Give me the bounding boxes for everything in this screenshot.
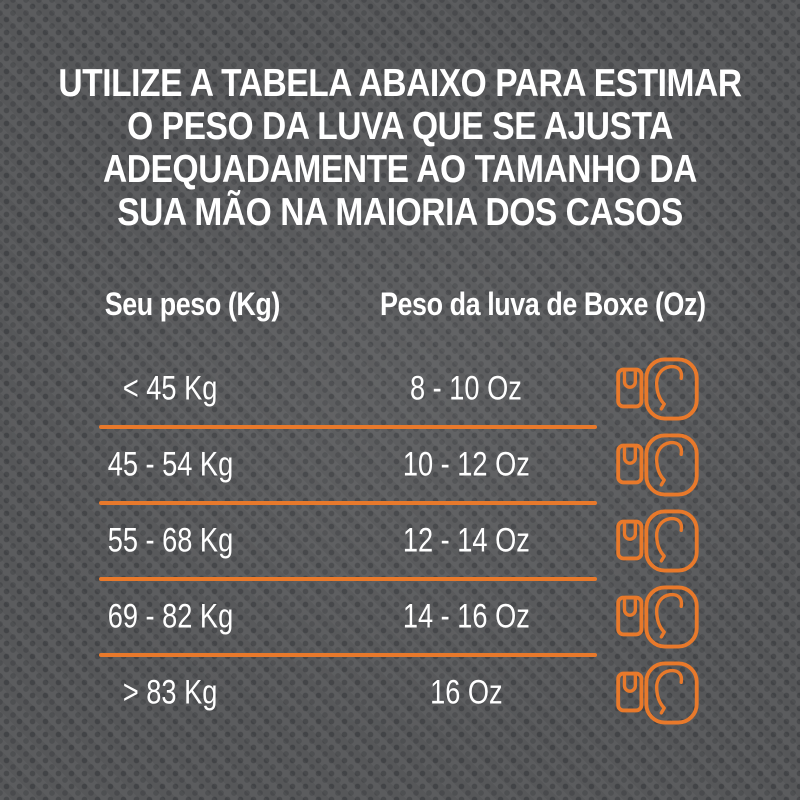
glove-weight-cell: 12 - 14 Oz <box>366 522 566 561</box>
page-title-line: UTILIZE A TABELA ABAIXO PARA ESTIMAR <box>58 62 742 105</box>
page-title-line: SUA MÃO NA MAIORIA DOS CASOS <box>117 191 683 234</box>
column-header-glove-label: Peso da luva de Boxe (Oz) <box>380 286 706 322</box>
weight-value: < 45 Kg <box>122 369 218 408</box>
boxing-glove-icon <box>613 433 699 497</box>
weight-value: 45 - 54 Kg <box>107 445 233 484</box>
column-header-weight-label: Seu peso (Kg) <box>104 286 281 322</box>
table-row: < 45 Kg 8 - 10 Oz <box>0 351 800 429</box>
column-header-weight: Seu peso (Kg) <box>88 286 288 322</box>
glove-weight-value: 8 - 10 Oz <box>410 369 522 408</box>
row-divider <box>99 653 597 657</box>
glove-weight-cell: 8 - 10 Oz <box>366 370 566 409</box>
glove-weight-value: 12 - 14 Oz <box>402 521 530 560</box>
table-row: 69 - 82 Kg 14 - 16 Oz <box>0 579 800 657</box>
row-divider <box>99 577 597 581</box>
weight-cell: 69 - 82 Kg <box>85 598 255 637</box>
row-divider <box>99 425 597 429</box>
glove-weight-value: 16 Oz <box>429 673 503 712</box>
weight-cell: 45 - 54 Kg <box>85 446 255 485</box>
weight-cell: > 83 Kg <box>85 674 255 713</box>
weight-value: > 83 Kg <box>122 673 218 712</box>
page-title: UTILIZE A TABELA ABAIXO PARA ESTIMAR O P… <box>0 62 800 234</box>
page-title-line: O PESO DA LUVA QUE SE AJUSTA <box>127 105 673 148</box>
weight-cell: 55 - 68 Kg <box>85 522 255 561</box>
glove-weight-value: 10 - 12 Oz <box>402 445 530 484</box>
glove-size-table-body: < 45 Kg 8 - 10 Oz 45 - 54 Kg 10 - 12 Oz <box>0 351 800 731</box>
table-row: > 83 Kg 16 Oz <box>0 655 800 731</box>
weight-cell: < 45 Kg <box>85 370 255 409</box>
column-header-glove: Peso da luva de Boxe (Oz) <box>349 286 709 322</box>
boxing-glove-icon <box>613 357 699 421</box>
weight-value: 55 - 68 Kg <box>107 521 233 560</box>
row-divider <box>99 501 597 505</box>
boxing-glove-icon <box>613 509 699 573</box>
table-row: 45 - 54 Kg 10 - 12 Oz <box>0 427 800 505</box>
glove-weight-cell: 16 Oz <box>366 674 566 713</box>
table-row: 55 - 68 Kg 12 - 14 Oz <box>0 503 800 581</box>
glove-weight-cell: 10 - 12 Oz <box>366 446 566 485</box>
boxing-glove-icon <box>613 585 699 649</box>
glove-weight-value: 14 - 16 Oz <box>402 597 530 636</box>
page-title-line: ADEQUADAMENTE AO TAMANHO DA <box>103 148 697 191</box>
glove-weight-cell: 14 - 16 Oz <box>366 598 566 637</box>
weight-value: 69 - 82 Kg <box>107 597 233 636</box>
boxing-glove-icon <box>613 661 699 725</box>
